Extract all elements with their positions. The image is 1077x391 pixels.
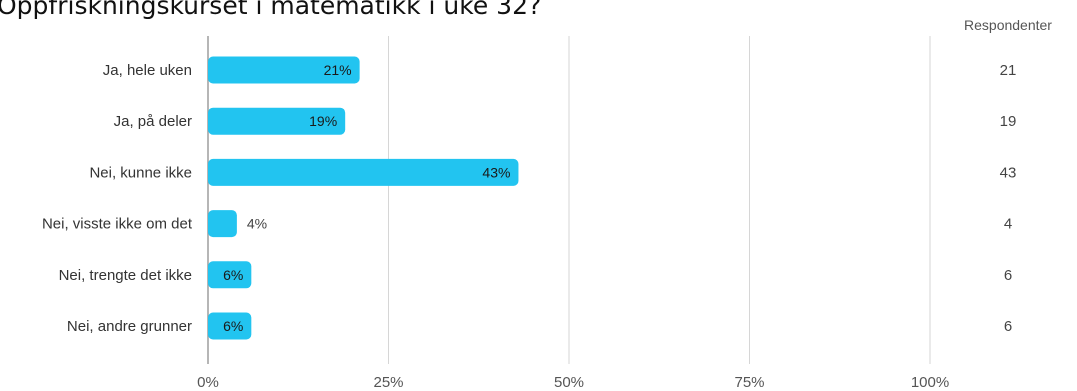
respondents-header: Respondenter xyxy=(964,17,1052,33)
category-label: Nei, andre grunner xyxy=(67,318,192,335)
respondent-count: 6 xyxy=(1004,318,1012,335)
respondent-count: 21 xyxy=(1000,62,1017,79)
category-label: Ja, på deler xyxy=(114,113,192,130)
category-label: Ja, hele uken xyxy=(103,62,192,79)
bar xyxy=(208,158,519,186)
bar xyxy=(208,107,346,135)
x-tick-label: 50% xyxy=(554,374,584,391)
respondent-count: 19 xyxy=(1000,113,1017,130)
bar xyxy=(208,312,252,340)
data-label: 6% xyxy=(223,267,243,283)
x-tick-label: 75% xyxy=(734,374,764,391)
category-label: Nei, visste ikke om det xyxy=(42,216,193,233)
data-label: 21% xyxy=(324,62,352,78)
bar xyxy=(208,210,237,238)
category-label: Nei, kunne ikke xyxy=(89,164,192,181)
bar xyxy=(208,261,252,289)
category-label: Nei, trengte det ikke xyxy=(59,267,192,284)
x-tick-label: 100% xyxy=(911,374,949,391)
data-label: 43% xyxy=(482,164,510,180)
respondent-count: 6 xyxy=(1004,267,1012,284)
x-tick-label: 0% xyxy=(197,374,219,391)
respondent-count: 43 xyxy=(1000,164,1017,181)
chart-title: Oppfriskningskurset i matematikk i uke 3… xyxy=(0,0,541,20)
bar xyxy=(208,56,360,84)
data-label: 19% xyxy=(309,113,337,129)
data-label: 4% xyxy=(247,216,267,232)
data-label: 6% xyxy=(223,318,243,334)
respondent-count: 4 xyxy=(1004,216,1012,233)
x-tick-label: 25% xyxy=(373,374,403,391)
